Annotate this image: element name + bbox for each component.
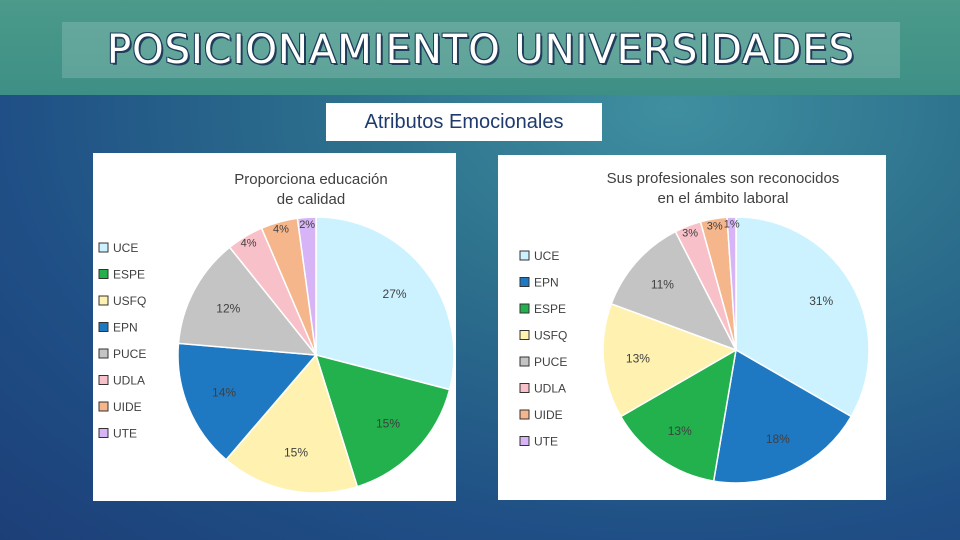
data-label-ute: 1% xyxy=(724,219,740,231)
legend-label-uide: UIDE xyxy=(534,408,563,422)
pie-slice-espe xyxy=(314,353,451,488)
data-label-epn: 18% xyxy=(766,432,790,446)
pie-slice-ute xyxy=(726,216,737,351)
pie-slice-epn xyxy=(712,348,853,484)
data-label-epn: 14% xyxy=(212,386,236,400)
legend-label-udla: UDLA xyxy=(113,374,145,388)
legend-swatch-ute xyxy=(98,428,109,438)
legend-swatch-espe xyxy=(98,269,109,279)
legend-swatch-puce xyxy=(519,356,530,367)
legend-label-epn: EPN xyxy=(113,321,138,335)
pie-slice-puce xyxy=(177,246,318,356)
legend-swatch-uide xyxy=(519,409,530,420)
legend-label-usfq: USFQ xyxy=(534,329,567,343)
pie-chart-reconocidos: Sus profesionales son reconocidos en el á… xyxy=(519,170,870,484)
legend-label-espe: ESPE xyxy=(534,302,566,316)
pie-slice-usfq xyxy=(602,302,738,418)
legend-swatch-uide xyxy=(98,401,109,412)
pie-slice-puce xyxy=(610,230,738,352)
legend-label-puce: PUCE xyxy=(534,355,567,369)
pie-slice-usfq xyxy=(225,353,359,494)
legend-label-espe: ESPE xyxy=(113,268,145,282)
section-subtitle: Atributos Emocionales xyxy=(364,111,564,133)
legend-swatch-usfq xyxy=(519,330,530,340)
legend-label-uide: UIDE xyxy=(113,400,142,414)
chart-panel-calidad: Proporciona educación de calidad 27% 15% 15%… xyxy=(93,153,456,501)
header-band xyxy=(0,0,960,95)
pie-slice-ute xyxy=(296,216,317,356)
chart-title: Proporciona educación de calidad xyxy=(234,171,387,208)
pie-slice-uce xyxy=(315,216,455,391)
pie-slice-uce xyxy=(735,216,870,418)
chart-panel-reconocidos: Sus profesionales son reconocidos en el á… xyxy=(498,155,886,500)
legend-swatch-uce xyxy=(519,250,530,261)
legend-label-epn: EPN xyxy=(534,276,559,290)
legend-label-puce: PUCE xyxy=(113,347,146,361)
pie-slice-espe xyxy=(619,348,738,482)
legend-swatch-udla xyxy=(98,375,109,385)
pie-slice-epn xyxy=(177,342,318,461)
data-label-ute: 2% xyxy=(299,219,315,231)
legend-swatch-uce xyxy=(98,242,109,253)
data-label-uce: 31% xyxy=(809,294,833,308)
data-label-uce: 27% xyxy=(383,287,407,301)
legend-label-ute: UTE xyxy=(113,427,137,441)
legend-swatch-ute xyxy=(519,436,530,446)
subtitle-box xyxy=(326,103,602,141)
legend-swatch-epn xyxy=(98,322,109,332)
data-label-puce: 12% xyxy=(216,301,240,315)
data-label-usfq: 15% xyxy=(284,445,308,459)
legend-label-ute: UTE xyxy=(534,435,558,449)
page-title: POSICIONAMIENTO UNIVERSIDADES xyxy=(107,27,855,73)
legend-swatch-epn xyxy=(519,277,530,287)
chart-title: Sus profesionales son reconocidos en el á… xyxy=(607,170,840,207)
legend-label-usfq: USFQ xyxy=(113,294,146,308)
data-label-udla: 4% xyxy=(241,238,257,250)
legend-swatch-espe xyxy=(519,303,530,314)
legend-swatch-udla xyxy=(519,383,530,393)
legend-label-uce: UCE xyxy=(534,249,559,263)
legend-label-uce: UCE xyxy=(113,241,138,255)
data-label-espe: 13% xyxy=(668,424,692,438)
title-bar xyxy=(62,22,900,78)
data-label-udla: 3% xyxy=(682,227,698,239)
legend-swatch-puce xyxy=(98,348,109,359)
data-label-espe: 15% xyxy=(376,416,400,430)
data-label-puce: 11% xyxy=(651,278,674,292)
legend-label-udla: UDLA xyxy=(534,382,566,396)
data-label-uide: 3% xyxy=(707,220,723,232)
legend-swatch-usfq xyxy=(98,295,109,306)
data-label-usfq: 13% xyxy=(626,351,650,365)
data-label-uide: 4% xyxy=(273,224,289,236)
pie-chart-calidad: Proporciona educación de calidad 27% 15% 15%… xyxy=(98,171,455,494)
